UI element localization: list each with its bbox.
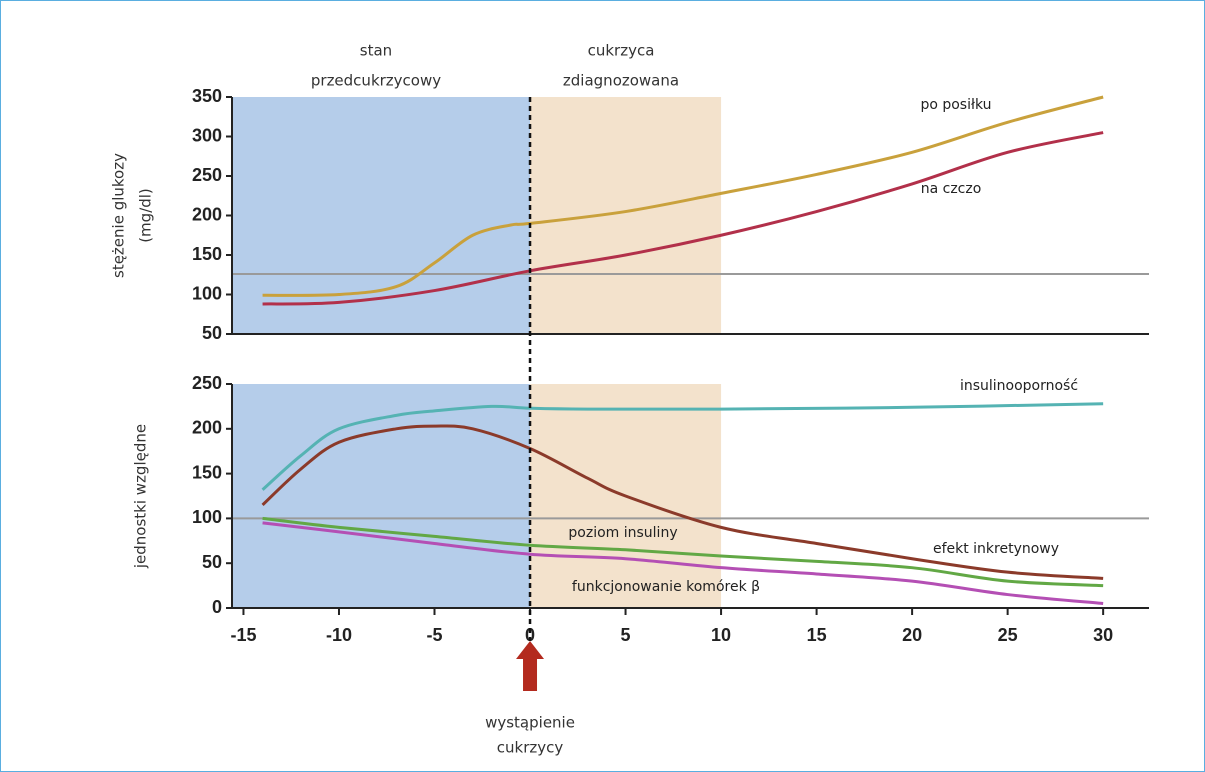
y-axis-label: stężenie glukozy (110, 153, 128, 278)
region-label: przedcukrzycowy (311, 72, 441, 90)
series-label: insulinooporność (960, 378, 1078, 394)
x-tick-label: 30 (1093, 625, 1113, 645)
y-tick-label: 100 (192, 283, 222, 303)
series-line (262, 131, 1104, 306)
series-label: na czczo (921, 181, 982, 197)
annotation: wystąpienie (485, 714, 575, 732)
x-tick-label: 0 (525, 625, 535, 645)
x-tick-label: -10 (326, 625, 352, 645)
y-tick-label: 150 (192, 244, 222, 264)
series-line (261, 402, 1104, 491)
series-label: funkcjonowanie komórek β (572, 579, 760, 595)
y-tick-label: 50 (202, 323, 222, 343)
y-axis-label: jednostki względne (132, 424, 150, 569)
region-label: zdiagnozowana (563, 72, 679, 90)
series-label: poziom insuliny (568, 525, 677, 541)
y-tick-label: 150 (192, 462, 222, 482)
series-line (262, 521, 1104, 606)
y-tick-label: 200 (192, 418, 222, 438)
x-tick-label: 5 (621, 625, 631, 645)
x-tick-label: -15 (230, 625, 256, 645)
y-axis-label: (mg/dl) (137, 188, 155, 243)
y-tick-label: 50 (202, 552, 222, 572)
series-line (261, 424, 1104, 580)
series-label: efekt inkretynowy (933, 541, 1059, 557)
series-line (262, 516, 1104, 588)
y-tick-label: 300 (192, 125, 222, 145)
y-tick-label: 200 (192, 204, 222, 224)
y-tick-label: 350 (192, 86, 222, 106)
region (530, 97, 722, 334)
x-tick-label: 20 (902, 625, 922, 645)
region-label: cukrzyca (588, 42, 655, 60)
x-tick-label: -5 (426, 625, 442, 645)
y-tick-label: 100 (192, 507, 222, 527)
y-tick-label: 0 (212, 597, 222, 617)
x-tick-label: 10 (711, 625, 731, 645)
region (232, 384, 531, 608)
onset-arrow (516, 641, 545, 691)
y-tick-label: 250 (192, 373, 222, 393)
series-label: po posiłku (920, 97, 991, 113)
x-tick-label: 25 (998, 625, 1018, 645)
y-tick-label: 250 (192, 165, 222, 185)
x-tick-label: 15 (807, 625, 827, 645)
region-label: stan (360, 42, 392, 60)
annotation: cukrzycy (497, 739, 564, 757)
series-line (262, 95, 1104, 297)
